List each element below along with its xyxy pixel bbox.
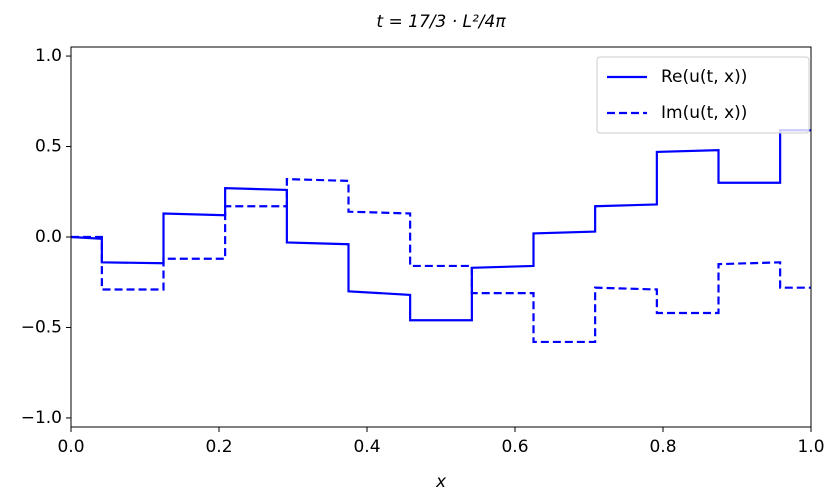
legend-box — [596, 56, 810, 134]
series-line — [70, 129, 811, 322]
y-tick-label: −0.5 — [21, 317, 62, 337]
y-tick-label: −1.0 — [21, 408, 62, 428]
plot-frame — [70, 46, 812, 428]
x-tick-label: 0.8 — [649, 437, 676, 457]
x-tick-label: 1.0 — [797, 437, 824, 457]
x-tick-label: 0.6 — [501, 437, 528, 457]
x-tick-label: 0.4 — [353, 437, 380, 457]
chart-title: t = 17/3 · L²/4π — [376, 12, 506, 32]
series-line — [71, 177, 811, 344]
y-tick-label: 0.0 — [35, 227, 62, 247]
y-tick-label: 1.0 — [35, 46, 62, 66]
x-tick-label: 0.2 — [205, 437, 232, 457]
legend-label: Im(u(t, x)) — [661, 103, 747, 123]
y-tick-label: 0.5 — [35, 137, 62, 157]
legend-label: Re(u(t, x)) — [661, 67, 747, 87]
x-tick-label: 0.0 — [57, 437, 84, 457]
x-axis-label: x — [435, 472, 447, 492]
